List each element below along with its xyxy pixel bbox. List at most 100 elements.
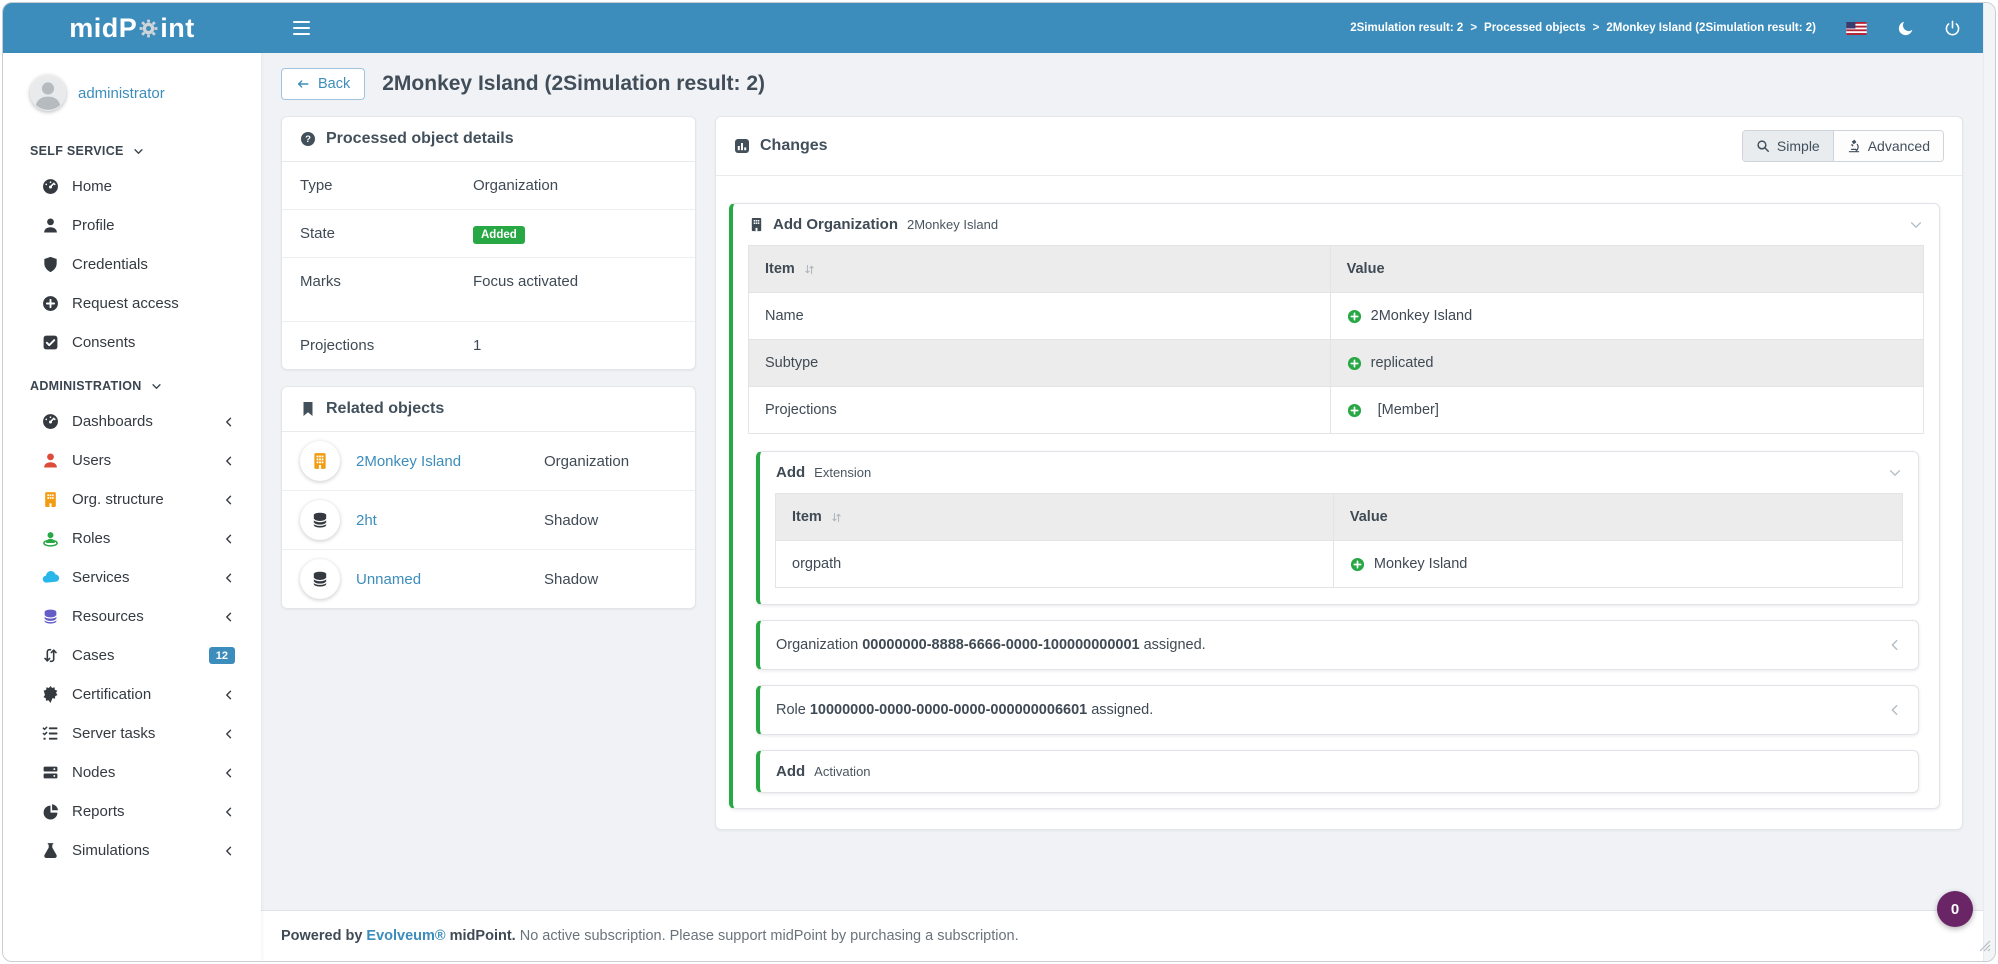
chevron-left-icon <box>223 767 235 779</box>
top-navbar: midP int 2Simulation result: 2 > Process… <box>3 3 1983 53</box>
value-column-header: Value <box>1330 246 1923 293</box>
advanced-view-button[interactable]: Advanced <box>1833 131 1943 161</box>
sidebar-item-services[interactable]: Services <box>3 558 261 597</box>
server-icon <box>41 764 59 781</box>
sort-icon <box>803 263 816 276</box>
tachometer-icon <box>41 413 59 430</box>
related-objects-card: Related objects 2Monkey Island Organizat… <box>281 386 696 609</box>
organization-icon <box>751 217 762 232</box>
sidebar-item-consents[interactable]: Consents <box>3 323 261 362</box>
chevron-left-icon[interactable] <box>1888 703 1902 717</box>
resize-handle[interactable] <box>1975 936 1991 957</box>
app-logo[interactable]: midP int <box>3 13 261 44</box>
chevron-left-icon <box>223 533 235 545</box>
processed-object-details-card: ? Processed object details Type Organiza… <box>281 116 696 370</box>
page-title: 2Monkey Island (2Simulation result: 2) <box>382 72 765 95</box>
sidebar-item-home[interactable]: Home <box>3 167 261 206</box>
cloud-icon <box>41 569 59 586</box>
panel-action: Add <box>776 763 806 780</box>
sidebar-item-dashboards[interactable]: Dashboards <box>3 402 261 441</box>
chevron-down-icon[interactable] <box>1909 218 1923 232</box>
detail-row-marks: Marks Focus activated <box>282 258 695 322</box>
list-check-icon <box>41 725 59 742</box>
plus-circle-icon <box>41 295 59 312</box>
chevron-left-icon <box>223 806 235 818</box>
sidebar-item-profile[interactable]: Profile <box>3 206 261 245</box>
sidebar-item-nodes[interactable]: Nodes <box>3 753 261 792</box>
sidebar-section-administration[interactable]: ADMINISTRATION <box>3 362 261 402</box>
chevron-left-icon[interactable] <box>1888 638 1902 652</box>
sidebar-item-simulations[interactable]: Simulations <box>3 831 261 870</box>
breadcrumb-simulation-result[interactable]: 2Simulation result: 2 <box>1350 22 1464 34</box>
item-column-header[interactable]: Item <box>749 246 1331 293</box>
chevron-left-icon <box>223 611 235 623</box>
notification-bubble[interactable]: 0 <box>1937 891 1973 927</box>
view-toggle: Simple Advanced <box>1741 130 1944 162</box>
value-column-header: Value <box>1333 494 1902 541</box>
related-object-link[interactable]: 2ht <box>356 511 377 529</box>
gear-icon <box>139 19 158 37</box>
sidebar-item-reports[interactable]: Reports <box>3 792 261 831</box>
sidebar-section-self-service[interactable]: SELF SERVICE <box>3 127 261 167</box>
user-icon <box>41 217 59 234</box>
chevron-left-icon <box>223 455 235 467</box>
sidebar-item-credentials[interactable]: Credentials <box>3 245 261 284</box>
logo-text-right: int <box>160 12 195 43</box>
sidebar-item-certification[interactable]: Certification <box>3 675 261 714</box>
item-column-header[interactable]: Item <box>776 494 1334 541</box>
detail-row-state: State Added <box>282 210 695 258</box>
chart-icon <box>734 138 750 154</box>
card-title: Processed object details <box>326 130 514 147</box>
panel-action: Add Organization <box>773 216 898 233</box>
logout-power-icon[interactable] <box>1944 20 1961 37</box>
plus-circle-icon <box>1350 557 1365 572</box>
building-icon <box>41 491 59 508</box>
organization-icon <box>300 441 340 481</box>
cases-count-badge: 12 <box>208 647 235 664</box>
user-icon <box>41 452 59 469</box>
sidebar-item-server-tasks[interactable]: Server tasks <box>3 714 261 753</box>
logo-text-left: midP <box>69 12 138 43</box>
plus-circle-icon <box>1347 309 1362 324</box>
related-row: 2ht Shadow <box>282 491 695 550</box>
chevron-down-icon[interactable] <box>1888 466 1902 480</box>
related-object-link[interactable]: 2Monkey Island <box>356 452 462 470</box>
main-content: Back 2Monkey Island (2Simulation result:… <box>261 53 1983 961</box>
breadcrumb-processed-objects[interactable]: Processed objects <box>1484 22 1586 34</box>
menu-toggle-button[interactable] <box>289 17 314 39</box>
sidebar-item-roles[interactable]: Roles <box>3 519 261 558</box>
tachometer-icon <box>41 178 59 195</box>
language-flag-icon[interactable] <box>1846 21 1867 35</box>
sidebar-item-request-access[interactable]: Request access <box>3 284 261 323</box>
case-arrows-icon <box>41 647 59 664</box>
related-object-link[interactable]: Unnamed <box>356 570 422 588</box>
table-row: Name 2Monkey Island <box>749 292 1923 340</box>
panel-action: Add <box>776 464 806 481</box>
state-badge: Added <box>473 226 525 244</box>
add-organization-panel: Add Organization 2Monkey Island <box>729 203 1940 809</box>
card-title: Changes <box>760 137 828 154</box>
back-button[interactable]: Back <box>281 68 366 100</box>
shadow-icon <box>300 559 340 599</box>
panel-subject: 2Monkey Island <box>907 217 999 232</box>
sidebar-item-org-structure[interactable]: Org. structure <box>3 480 261 519</box>
evolveum-link[interactable]: Evolveum® <box>366 928 446 944</box>
sidebar-item-users[interactable]: Users <box>3 441 261 480</box>
dark-mode-icon[interactable] <box>1897 20 1914 37</box>
breadcrumb-current[interactable]: 2Monkey Island (2Simulation result: 2) <box>1606 22 1816 34</box>
username-link[interactable]: administrator <box>78 84 165 102</box>
breadcrumb-separator: > <box>1592 22 1600 34</box>
sidebar-item-resources[interactable]: Resources <box>3 597 261 636</box>
plus-circle-icon <box>1347 356 1362 371</box>
related-row: 2Monkey Island Organization <box>282 432 695 491</box>
table-row: Subtype replicated <box>749 339 1923 387</box>
scrollbar-track[interactable] <box>1983 3 1995 961</box>
assignment-oid: 10000000-0000-0000-0000-000000006601 <box>809 702 1088 718</box>
add-organization-table: Item Value Name 2Monkey Is <box>748 245 1924 434</box>
simple-view-button[interactable]: Simple <box>1742 131 1834 161</box>
changes-card: Changes Simple Advanced <box>715 116 1963 830</box>
sidebar-item-cases[interactable]: Cases 12 <box>3 636 261 675</box>
arrow-left-icon <box>297 80 309 88</box>
plus-circle-icon <box>1347 403 1362 418</box>
